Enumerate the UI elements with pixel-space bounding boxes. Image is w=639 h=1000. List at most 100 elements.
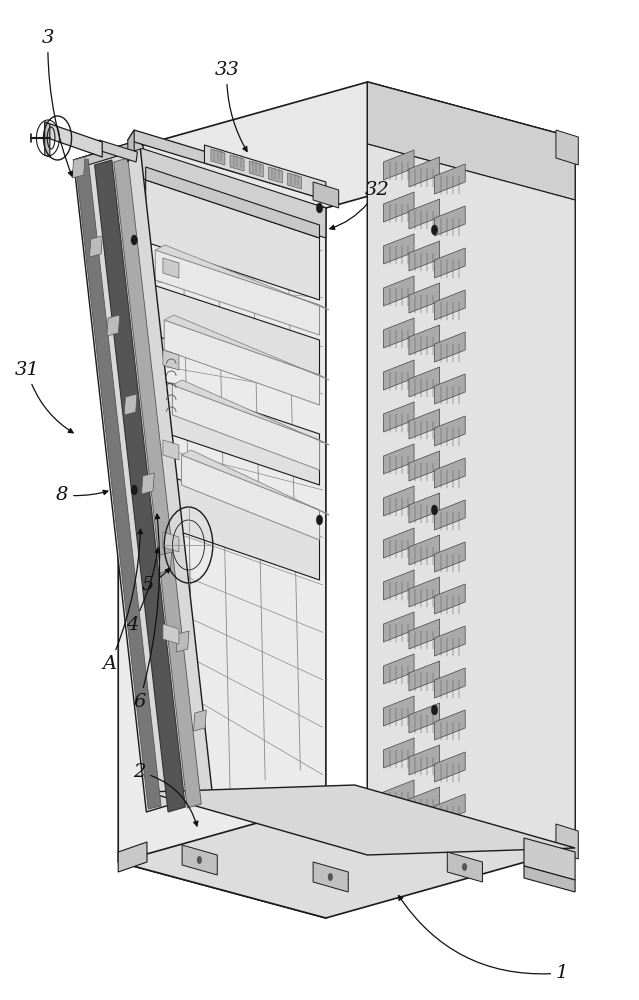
Polygon shape (124, 394, 137, 415)
Polygon shape (435, 458, 465, 488)
Text: 2: 2 (133, 763, 198, 826)
Polygon shape (409, 451, 440, 481)
Polygon shape (204, 145, 326, 200)
Text: 4: 4 (126, 548, 160, 634)
Text: 1: 1 (399, 895, 569, 982)
Polygon shape (383, 402, 414, 432)
Polygon shape (409, 199, 440, 229)
Polygon shape (155, 245, 329, 310)
Polygon shape (153, 285, 320, 390)
Polygon shape (114, 158, 201, 808)
Polygon shape (383, 444, 414, 474)
Polygon shape (166, 475, 320, 580)
Polygon shape (524, 866, 575, 892)
Polygon shape (409, 493, 440, 523)
Polygon shape (383, 612, 414, 642)
Polygon shape (409, 577, 440, 607)
Polygon shape (288, 173, 302, 189)
Circle shape (462, 863, 467, 871)
Text: 32: 32 (330, 181, 389, 230)
Text: 6: 6 (133, 514, 160, 711)
Polygon shape (435, 164, 465, 194)
Polygon shape (163, 350, 179, 370)
Polygon shape (159, 552, 172, 573)
Polygon shape (435, 248, 465, 278)
Polygon shape (524, 838, 575, 880)
Polygon shape (435, 290, 465, 320)
Polygon shape (383, 234, 414, 264)
Polygon shape (163, 624, 179, 644)
Polygon shape (435, 710, 465, 740)
Polygon shape (118, 792, 575, 918)
Polygon shape (383, 192, 414, 222)
Polygon shape (435, 332, 465, 362)
Polygon shape (409, 619, 440, 649)
Polygon shape (367, 144, 575, 848)
Polygon shape (211, 149, 225, 165)
Polygon shape (95, 160, 185, 812)
Polygon shape (98, 140, 137, 162)
Polygon shape (128, 130, 332, 200)
Polygon shape (409, 325, 440, 355)
Polygon shape (163, 532, 179, 552)
Polygon shape (409, 535, 440, 565)
Text: 5: 5 (142, 568, 170, 594)
Polygon shape (435, 668, 465, 698)
Polygon shape (383, 318, 414, 348)
Polygon shape (73, 140, 212, 812)
Polygon shape (72, 157, 85, 178)
Text: 8: 8 (56, 486, 108, 504)
Circle shape (131, 485, 137, 495)
Circle shape (131, 235, 137, 245)
Polygon shape (556, 130, 578, 165)
Circle shape (431, 705, 438, 715)
Polygon shape (409, 703, 440, 733)
Polygon shape (435, 416, 465, 446)
Polygon shape (89, 236, 102, 257)
Polygon shape (268, 167, 282, 183)
Polygon shape (409, 367, 440, 397)
Polygon shape (163, 440, 179, 460)
Polygon shape (435, 752, 465, 782)
Polygon shape (383, 360, 414, 390)
Polygon shape (107, 315, 119, 336)
Polygon shape (435, 206, 465, 236)
Polygon shape (118, 82, 575, 208)
Polygon shape (313, 862, 348, 892)
Polygon shape (230, 155, 244, 171)
Polygon shape (181, 450, 329, 515)
Polygon shape (146, 167, 320, 238)
Polygon shape (313, 182, 339, 208)
Circle shape (431, 225, 438, 235)
Polygon shape (194, 710, 206, 731)
Polygon shape (409, 283, 440, 313)
Polygon shape (435, 542, 465, 572)
Polygon shape (164, 315, 329, 380)
Polygon shape (409, 787, 440, 817)
Polygon shape (383, 696, 414, 726)
Polygon shape (128, 130, 134, 162)
Text: 31: 31 (15, 361, 73, 433)
Polygon shape (45, 122, 102, 157)
Polygon shape (73, 140, 144, 168)
Polygon shape (556, 824, 578, 859)
Polygon shape (173, 385, 320, 470)
Polygon shape (164, 320, 320, 405)
Polygon shape (435, 584, 465, 614)
Polygon shape (146, 180, 320, 300)
Polygon shape (182, 845, 217, 875)
Polygon shape (435, 794, 465, 824)
Polygon shape (155, 250, 320, 335)
Polygon shape (181, 455, 320, 540)
Polygon shape (409, 157, 440, 187)
Polygon shape (409, 745, 440, 775)
Circle shape (197, 856, 202, 864)
Text: A: A (103, 529, 142, 673)
Polygon shape (249, 161, 263, 177)
Polygon shape (435, 374, 465, 404)
Polygon shape (118, 152, 326, 918)
Polygon shape (383, 780, 414, 810)
Polygon shape (75, 159, 161, 809)
Polygon shape (176, 631, 189, 652)
Polygon shape (147, 785, 575, 855)
